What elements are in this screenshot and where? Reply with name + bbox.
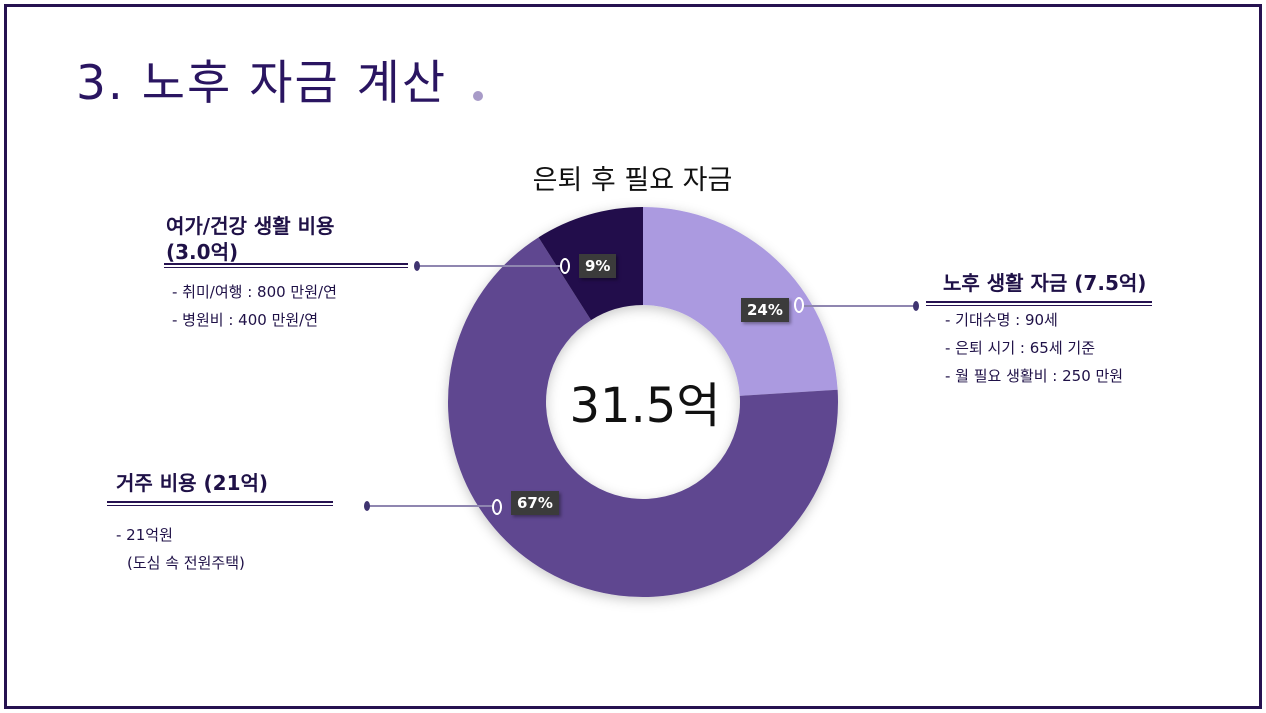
data-label-67pct: 67% — [511, 491, 559, 515]
callout-heading-living: 노후 생활 자금 (7.5억) — [943, 271, 1147, 295]
donut-center-total: 31.5억 — [569, 378, 721, 434]
callout-heading-leisure-line2: (3.0억) — [166, 240, 239, 264]
leader-end-leisure — [414, 261, 420, 271]
callout-details-living: - 기대수명 : 90세 - 은퇴 시기 : 65세 기준 - 월 필요 생활비… — [945, 306, 1123, 390]
callout-detail-living-2: - 은퇴 시기 : 65세 기준 — [945, 339, 1095, 357]
callout-heading-leisure-line1: 여가/건강 생활 비용 — [166, 214, 335, 238]
callout-detail-living-1: - 기대수명 : 90세 — [945, 311, 1058, 329]
leader-end-housing — [364, 501, 370, 511]
leader-anchor-living — [794, 297, 804, 313]
title-accent-dot — [473, 91, 483, 101]
callout-detail-housing-1: - 21억원 — [116, 526, 173, 544]
callout-detail-leisure-1: - 취미/여행 : 800 만원/연 — [172, 283, 337, 301]
chart-title: 은퇴 후 필요 자금 — [532, 165, 733, 196]
donut-slice-1 — [643, 207, 838, 396]
callout-detail-housing-2: (도심 속 전원주택) — [127, 554, 245, 572]
data-label-9pct: 9% — [579, 254, 617, 278]
callout-detail-living-3: - 월 필요 생활비 : 250 만원 — [945, 367, 1124, 385]
data-label-24pct: 24% — [741, 298, 789, 322]
leader-line-housing — [368, 505, 492, 507]
callout-underline-leisure — [164, 263, 408, 268]
leader-anchor-housing — [492, 499, 502, 515]
leader-line-living — [804, 305, 916, 307]
callout-heading-leisure: 여가/건강 생활 비용 (3.0억) — [166, 213, 334, 265]
callout-detail-leisure-2: - 병원비 : 400 만원/연 — [172, 311, 319, 329]
slide-title: 3. 노후 자금 계산 — [76, 56, 448, 111]
callout-underline-living — [926, 301, 1152, 306]
leader-line-leisure — [418, 265, 560, 267]
callout-details-housing: - 21억원 (도심 속 전원주택) — [116, 521, 245, 577]
callout-heading-housing: 거주 비용 (21억) — [116, 471, 269, 495]
leader-anchor-leisure — [560, 258, 570, 274]
callout-details-leisure: - 취미/여행 : 800 만원/연 - 병원비 : 400 만원/연 — [172, 278, 337, 334]
callout-underline-housing — [107, 501, 333, 506]
leader-end-living — [913, 301, 919, 311]
